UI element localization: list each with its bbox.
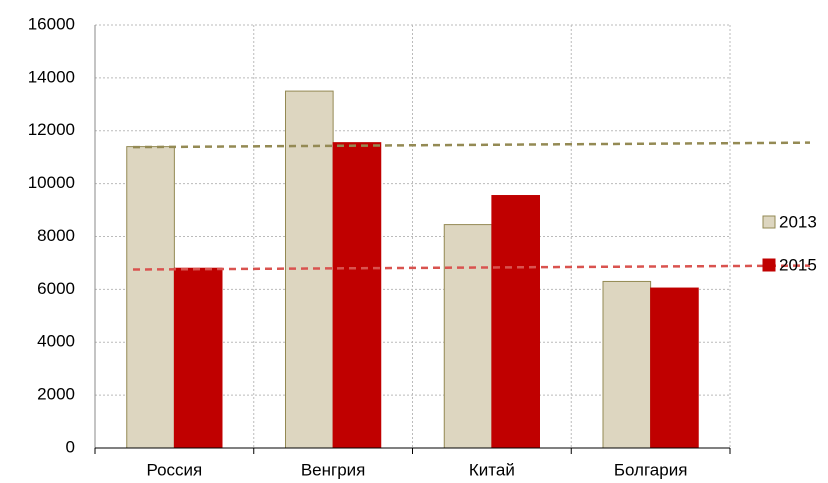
legend-swatch: [762, 258, 776, 272]
legend-label: 2013: [779, 212, 817, 231]
trend-line: [132, 264, 811, 271]
legend-swatch: [762, 215, 776, 229]
y-tick-label: 2000: [37, 385, 75, 404]
bar: [491, 195, 540, 449]
y-tick-label: 8000: [37, 226, 75, 245]
bar: [332, 142, 382, 449]
x-tick-label: Болгария: [614, 460, 688, 479]
y-tick-label: 10000: [28, 173, 75, 192]
trend-line: [132, 141, 811, 149]
y-tick-label: 16000: [28, 14, 75, 33]
y-tick-label: 0: [66, 437, 75, 456]
y-tick-label: 14000: [28, 67, 75, 86]
bar: [443, 224, 493, 449]
bar: [602, 280, 652, 449]
x-tick-label: Китай: [469, 460, 515, 479]
bar: [126, 146, 175, 449]
bar: [173, 267, 223, 449]
legend-label: 2015: [779, 255, 817, 274]
y-tick-label: 4000: [37, 332, 75, 351]
x-tick-label: Венгрия: [301, 460, 366, 479]
y-tick-label: 6000: [37, 279, 75, 298]
bar: [650, 287, 699, 449]
y-tick-label: 12000: [28, 120, 75, 139]
x-tick-label: Россия: [147, 460, 203, 479]
